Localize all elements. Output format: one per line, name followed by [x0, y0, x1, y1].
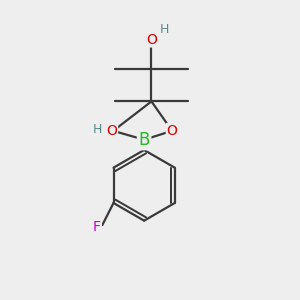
Text: O: O — [106, 124, 117, 138]
Text: O: O — [146, 33, 157, 46]
Text: H: H — [160, 23, 169, 36]
Text: H: H — [92, 123, 102, 136]
Text: O: O — [167, 124, 178, 138]
Text: B: B — [138, 131, 150, 149]
Text: F: F — [93, 220, 101, 234]
